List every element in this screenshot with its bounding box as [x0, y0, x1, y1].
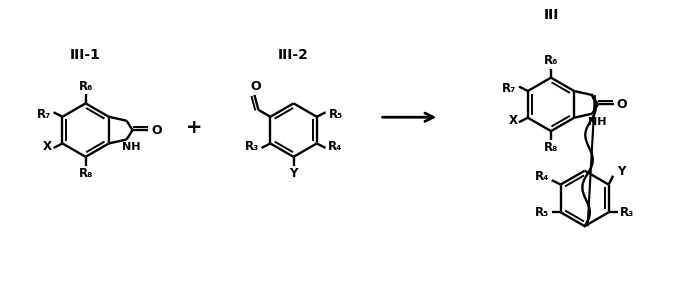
Text: R₇: R₇	[502, 82, 516, 95]
Text: R₈: R₈	[78, 167, 93, 180]
Text: III: III	[543, 8, 558, 22]
Text: O: O	[250, 80, 261, 92]
Text: R₄: R₄	[328, 140, 343, 153]
Text: R₈: R₈	[544, 142, 558, 155]
Text: R₃: R₃	[621, 206, 634, 219]
Text: R₇: R₇	[36, 107, 51, 121]
Text: R₆: R₆	[78, 80, 93, 93]
Text: X: X	[43, 140, 52, 153]
Text: Y: Y	[290, 167, 298, 180]
Text: R₃: R₃	[244, 140, 259, 153]
Text: NH: NH	[588, 117, 606, 127]
Text: III-1: III-1	[70, 48, 101, 62]
Text: Y: Y	[617, 165, 625, 178]
Text: O: O	[616, 98, 627, 111]
Text: X: X	[508, 114, 517, 127]
Text: R₆: R₆	[544, 54, 558, 67]
Text: +: +	[186, 118, 203, 137]
Text: III-2: III-2	[278, 48, 309, 62]
Text: R₅: R₅	[535, 206, 549, 219]
Text: NH: NH	[122, 142, 141, 152]
Text: O: O	[151, 124, 162, 136]
Text: R₄: R₄	[535, 170, 549, 183]
Text: R₅: R₅	[328, 107, 343, 121]
